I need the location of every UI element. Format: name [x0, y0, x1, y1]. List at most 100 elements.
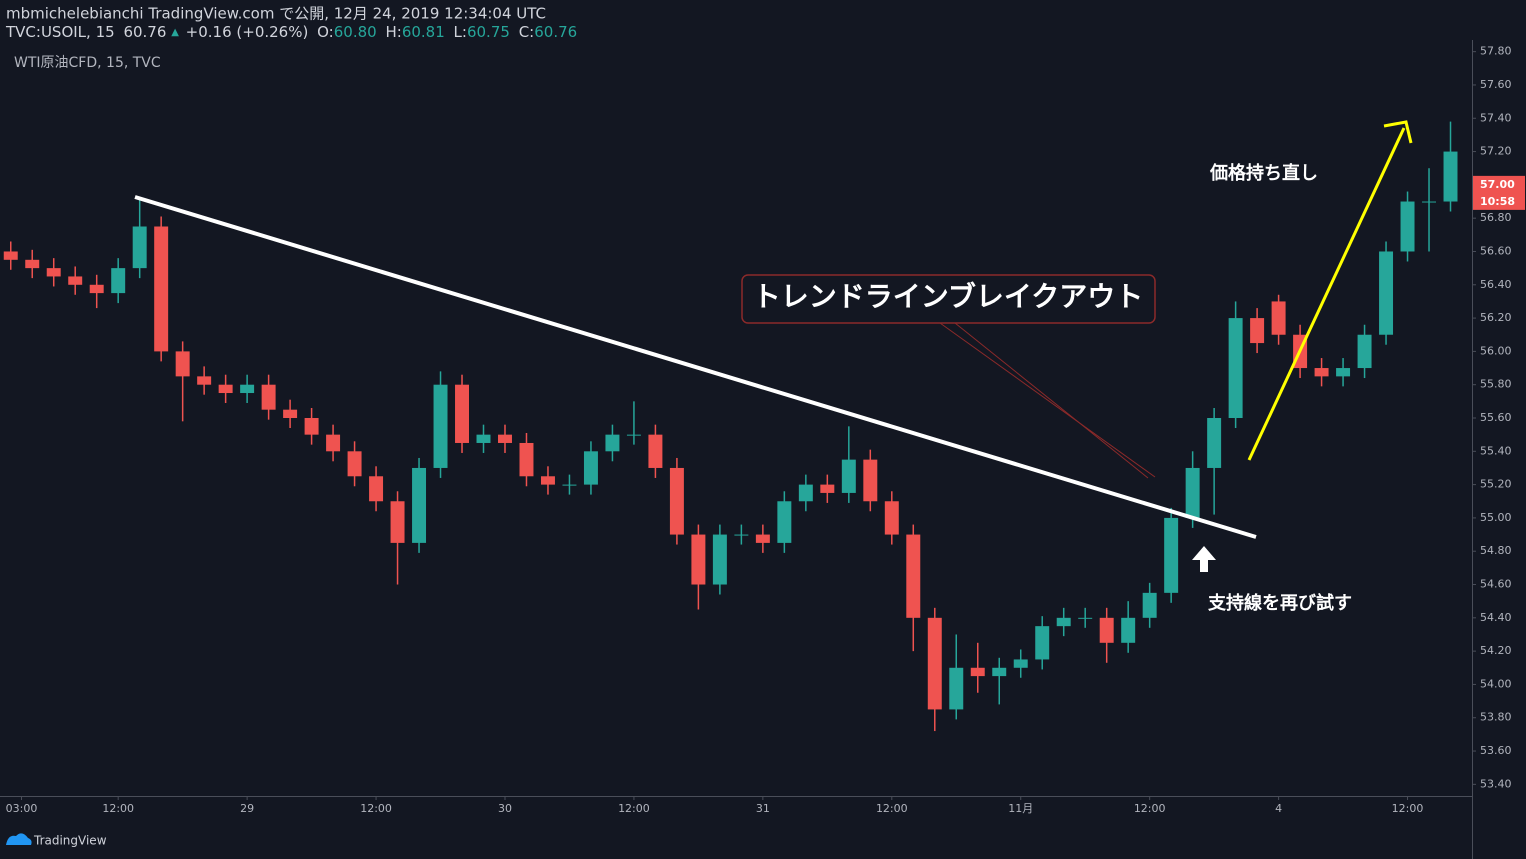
candle-body — [68, 276, 83, 285]
y-tick-label: 57.80 — [1480, 45, 1512, 58]
x-tick-label: 12:00 — [876, 802, 908, 815]
x-tick-label: 12:00 — [1392, 802, 1424, 815]
candle-body — [1013, 659, 1028, 668]
x-tick-label: 30 — [498, 802, 512, 815]
brand-logo — [6, 833, 32, 845]
instrument-label: WTI原油CFD, 15, TVC — [14, 55, 161, 71]
brand-text: TradingView — [33, 834, 107, 848]
candle-body — [1379, 251, 1394, 335]
candle-body — [798, 484, 813, 502]
candle-body — [1271, 301, 1286, 335]
candle-body — [605, 434, 620, 452]
last-price-label: 57.00 — [1480, 178, 1515, 191]
callout-box — [741, 274, 1156, 324]
y-tick-label: 55.20 — [1480, 478, 1512, 491]
candle-body — [1228, 318, 1243, 418]
candle-body — [218, 384, 233, 394]
candle-body — [669, 467, 684, 535]
x-tick-label: 29 — [240, 802, 254, 815]
candle-body — [347, 451, 362, 477]
brand: TradingView — [6, 833, 107, 848]
candle-body — [1422, 201, 1437, 203]
candle-body — [1185, 467, 1200, 518]
last: 60.76 — [123, 23, 166, 41]
candle-body — [1099, 617, 1114, 643]
published-line: mbmichelebianchi TradingView.com で公開, 12… — [6, 5, 546, 23]
open-label: O: — [317, 23, 334, 41]
countdown: 10:58 — [1480, 195, 1515, 208]
candle-body — [691, 534, 706, 585]
y-tick-label: 55.00 — [1480, 511, 1512, 524]
candle-body — [648, 434, 663, 468]
y-tick-label: 57.20 — [1480, 145, 1512, 158]
callout-pointer — [954, 322, 1149, 479]
open: 60.80 — [334, 23, 377, 41]
close-label: C: — [519, 23, 535, 41]
y-tick-label: 56.40 — [1480, 278, 1512, 291]
candle-body — [197, 376, 212, 385]
candle-body — [755, 534, 770, 543]
candle-body — [111, 268, 126, 294]
candle-body — [927, 617, 942, 710]
candle-body — [3, 251, 18, 260]
x-tick-label: 03:00 — [6, 802, 38, 815]
low-label: L: — [454, 23, 467, 41]
candle-body — [369, 476, 384, 502]
candle-body — [390, 501, 405, 543]
candle-body — [154, 226, 169, 352]
candle-body — [476, 434, 491, 443]
y-tick-label: 55.40 — [1480, 444, 1512, 457]
x-tick-label: 11月 — [1008, 802, 1033, 815]
y-tick-label: 53.60 — [1480, 744, 1512, 757]
callout: トレンドラインブレイクアウト — [741, 274, 1156, 479]
candle-body — [175, 351, 190, 377]
candle-body — [1336, 368, 1351, 377]
candle-body — [1443, 151, 1458, 202]
y-tick-label: 53.80 — [1480, 711, 1512, 724]
candle-body — [304, 418, 319, 435]
candle-body — [863, 459, 878, 502]
change: +0.16 (+0.26%) — [186, 23, 309, 41]
callout-pointer — [939, 322, 1156, 478]
candle-body — [283, 409, 298, 418]
candle-body — [412, 467, 427, 543]
candle-body — [583, 451, 598, 485]
candle-body — [1164, 517, 1179, 593]
trend-line — [134, 195, 1257, 539]
candle-body — [455, 384, 469, 443]
candle-body — [992, 667, 1007, 677]
candle-body — [326, 434, 341, 452]
candle-body — [1357, 334, 1372, 369]
y-tick-label: 56.60 — [1480, 244, 1512, 257]
candle-body — [820, 484, 835, 493]
y-tick-label: 57.40 — [1480, 111, 1512, 124]
candle-body — [562, 484, 577, 486]
arrow-head — [1383, 120, 1413, 144]
recovery-label: 価格持ち直し — [1209, 162, 1318, 184]
callout-text: トレンドラインブレイクアウト — [753, 280, 1144, 313]
y-tick-label: 55.60 — [1480, 411, 1512, 424]
x-tick-label: 12:00 — [102, 802, 134, 815]
retest-arrow — [1192, 546, 1216, 572]
candle-body — [1142, 592, 1157, 618]
candle-body — [712, 534, 727, 585]
candle-body — [498, 434, 512, 443]
candle-body — [240, 384, 255, 394]
candle-body — [89, 284, 104, 294]
candle-body — [626, 434, 641, 436]
candle-body — [1078, 617, 1093, 619]
recovery-arrow — [1247, 120, 1413, 461]
x-tick-label: 12:00 — [618, 802, 650, 815]
candle-body — [25, 259, 40, 269]
candle-body — [1207, 418, 1222, 468]
candle-body — [1056, 617, 1071, 627]
x-tick-label: 31 — [756, 802, 770, 815]
y-tick-label: 56.00 — [1480, 344, 1512, 357]
high: 60.81 — [402, 23, 445, 41]
candle-body — [884, 501, 899, 535]
x-tick-label: 4 — [1275, 802, 1282, 815]
y-tick-label: 53.40 — [1480, 777, 1512, 790]
x-tick-label: 12:00 — [360, 802, 392, 815]
candle-body — [1121, 617, 1136, 643]
